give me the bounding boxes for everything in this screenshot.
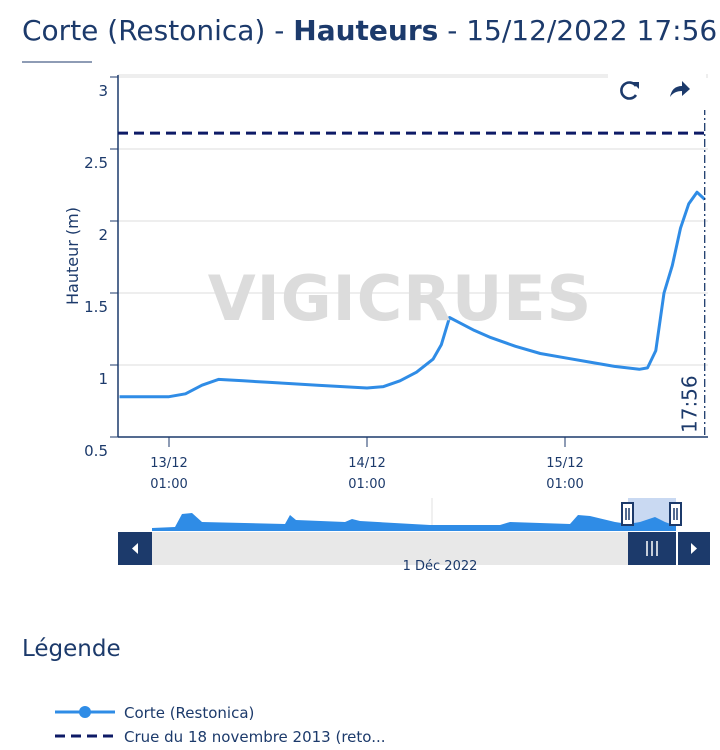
y-axis-label: Hauteur (m) xyxy=(63,207,82,305)
y-tick-label: 2.5 xyxy=(84,154,108,172)
navigator-label: 1 Déc 2022 xyxy=(403,559,478,574)
series-line xyxy=(119,190,706,399)
watermark: VIGICRUES xyxy=(208,262,593,335)
navigator-handle[interactable] xyxy=(669,502,682,526)
navigator-handle-grip xyxy=(673,508,678,520)
legend-label: Corte (Restonica) xyxy=(124,704,254,722)
y-tick-label: 0.5 xyxy=(84,442,108,460)
x-tick-label: 14/12 01:00 xyxy=(348,456,385,492)
reload-button[interactable] xyxy=(620,81,639,100)
share-button[interactable] xyxy=(670,81,690,97)
title-part: Corte (Restonica) - xyxy=(22,14,285,47)
y-tick-label: 1.5 xyxy=(84,298,108,316)
navigator-area xyxy=(152,513,676,530)
legend: Corte (Restonica) Crue du 18 novembre 201… xyxy=(55,704,386,746)
y-tick-label: 3 xyxy=(98,82,108,100)
arrow-icon xyxy=(691,543,697,554)
plot: 0.5 1 1.5 2 2.5 3 13/12 01:00 14/12 01:00 15/12 01:… xyxy=(84,74,708,492)
navigator: 1 Déc 2022 xyxy=(118,498,710,574)
scrollbar-track[interactable] xyxy=(152,532,628,565)
title-part: - 15/12/2022 17:56 xyxy=(447,14,718,47)
navigator-handle-grip xyxy=(625,508,630,520)
toolbar xyxy=(608,74,706,110)
arrow-icon xyxy=(132,543,138,554)
title: Corte (Restonica) - Hauteurs - 15/12/202… xyxy=(22,14,717,47)
thumb-grip xyxy=(646,541,658,556)
y-tick-label: 2 xyxy=(98,226,108,244)
navigator-handle[interactable] xyxy=(621,502,634,526)
current-time-label: 17:56 xyxy=(678,375,702,433)
x-tick-label: 15/12 01:00 xyxy=(546,456,583,492)
title-part-bold: Hauteurs xyxy=(293,14,439,47)
x-tick-label: 13/12 01:00 xyxy=(150,456,187,492)
legend-label: Crue du 18 novembre 2013 (reto... xyxy=(124,728,386,746)
y-tick-label: 1 xyxy=(98,370,108,388)
legend-title: Légende xyxy=(22,636,121,662)
legend-marker xyxy=(79,706,91,718)
